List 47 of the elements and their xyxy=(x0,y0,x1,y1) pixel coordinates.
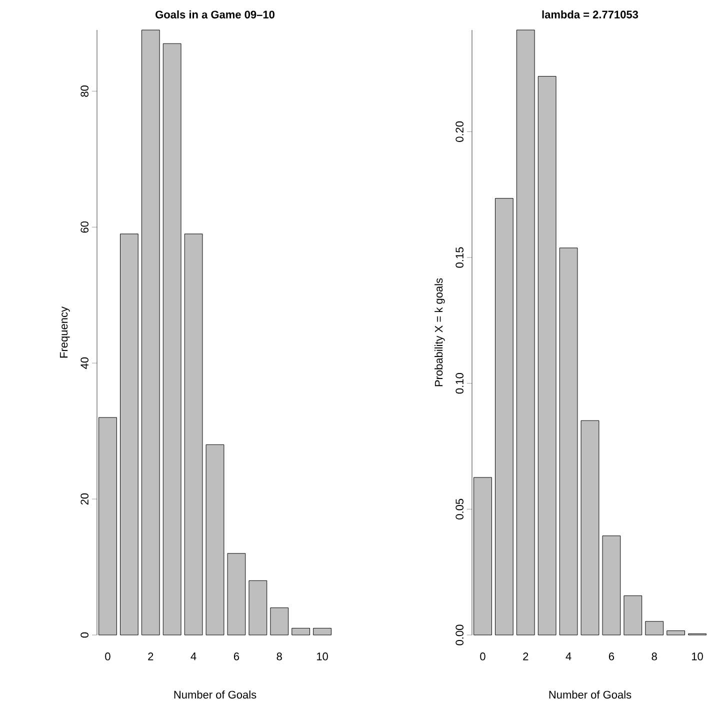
x-axis-title: Number of Goals xyxy=(174,690,256,699)
y-tick-label: 0.00 xyxy=(456,624,464,646)
bar xyxy=(516,30,535,636)
x-axis-title: Number of Goals xyxy=(549,690,632,699)
y-axis-title: Probability X = k goals xyxy=(434,278,445,386)
bar xyxy=(313,628,332,636)
bar xyxy=(270,608,289,636)
y-tick-label: 0.20 xyxy=(456,121,464,142)
bar xyxy=(141,30,160,636)
bar xyxy=(248,580,268,636)
x-tick-label: 4 xyxy=(190,652,196,660)
x-tick-label: 8 xyxy=(276,652,282,660)
bar xyxy=(666,630,686,636)
y-tick-label: 0.15 xyxy=(456,247,464,268)
bar xyxy=(206,444,224,636)
bar xyxy=(120,234,138,636)
bar xyxy=(538,76,556,636)
bar xyxy=(162,43,182,636)
bar xyxy=(645,621,664,636)
y-tick-label: 0.10 xyxy=(456,373,464,394)
x-tick-label: 2 xyxy=(148,652,154,660)
y-axis-title: Frequency xyxy=(60,306,70,358)
y-tick-label: 20 xyxy=(80,493,88,505)
x-tick-label: 10 xyxy=(316,652,328,660)
chart-title: lambda = 2.771053 xyxy=(542,10,638,18)
y-tick-label: 0.05 xyxy=(456,498,464,520)
bar xyxy=(184,234,203,636)
bar xyxy=(227,553,246,636)
y-tick-label: 60 xyxy=(80,221,88,233)
y-tick-label: 0 xyxy=(80,632,88,638)
x-tick-label: 6 xyxy=(608,652,614,660)
x-tick-label: 6 xyxy=(234,652,240,660)
bar xyxy=(580,420,600,636)
x-tick-label: 0 xyxy=(105,652,110,660)
x-tick-label: 4 xyxy=(566,652,572,660)
x-tick-label: 2 xyxy=(523,652,528,660)
y-tick-label: 80 xyxy=(80,86,88,97)
x-tick-label: 10 xyxy=(692,652,703,660)
bar xyxy=(559,248,578,636)
y-tick-label: 40 xyxy=(80,357,88,369)
chart-title: Goals in a Game 09–10 xyxy=(156,10,274,18)
bar xyxy=(602,536,621,636)
x-tick-label: 8 xyxy=(652,652,657,660)
x-tick-label: 0 xyxy=(480,652,486,660)
bar xyxy=(292,628,310,636)
bar xyxy=(624,595,642,636)
bar xyxy=(495,198,514,636)
